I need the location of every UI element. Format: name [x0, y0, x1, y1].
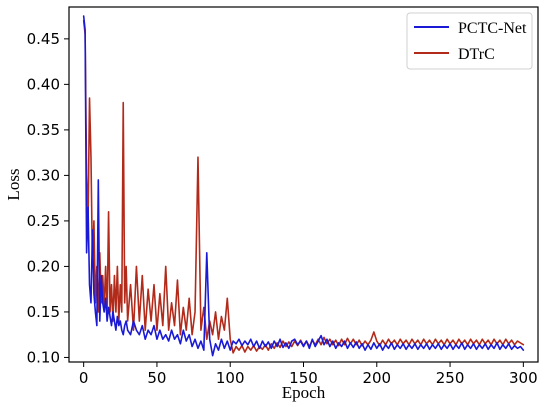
y-axis-ticks: 0.10 0.15 0.20 0.25 0.30 0.35 0.40 0.45: [27, 30, 69, 366]
y-axis-label: Loss: [4, 168, 23, 200]
legend: PCTC-Net DTrC: [406, 12, 533, 70]
legend-label-dtrc: DTrC: [458, 46, 495, 63]
x-tick-label: 300: [509, 369, 538, 387]
plot-frame: [68, 6, 539, 363]
y-tick-label: 0.20: [27, 257, 60, 275]
x-tick-label: 100: [216, 369, 245, 387]
x-tick-label: 50: [147, 369, 166, 387]
x-tick-label: 0: [79, 369, 89, 387]
y-tick-label: 0.30: [27, 166, 60, 184]
x-axis-label: Epoch: [282, 383, 326, 402]
x-tick-label: 250: [436, 369, 465, 387]
x-tick-label: 200: [362, 369, 391, 387]
y-tick-label: 0.10: [27, 348, 60, 366]
y-tick-label: 0.35: [27, 121, 60, 139]
y-tick-label: 0.15: [27, 303, 60, 321]
y-tick-label: 0.45: [27, 30, 60, 48]
y-tick-label: 0.25: [27, 212, 60, 230]
x-tick-label: 150: [289, 369, 318, 387]
y-tick-label: 0.40: [27, 75, 60, 93]
series-layer: [82, 15, 525, 357]
x-axis-ticks: 0 50 100 150 200 250 300: [79, 362, 538, 387]
series-line-pctc-net: [82, 15, 525, 357]
legend-label-pctc-net: PCTC-Net: [458, 20, 527, 37]
